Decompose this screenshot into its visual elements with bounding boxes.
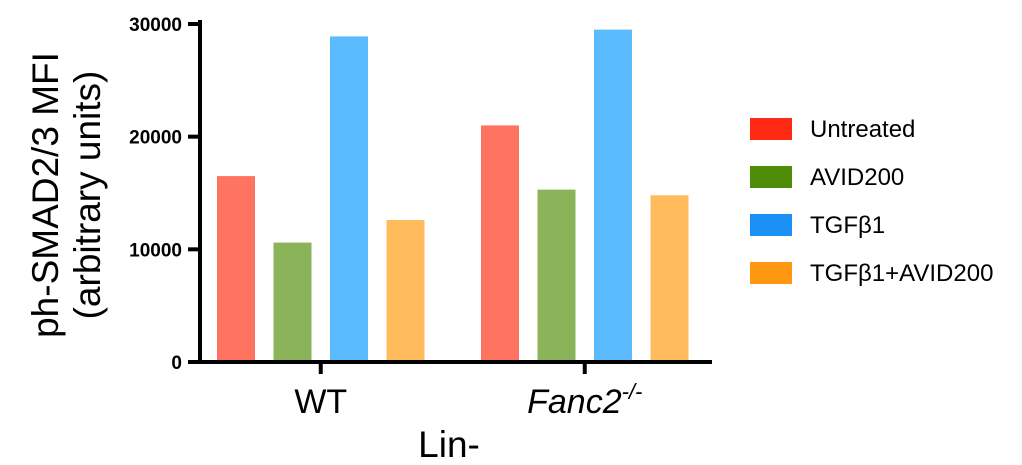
bar-AVID200-WT: [273, 242, 312, 362]
x-axis-title: Lin-: [418, 424, 480, 465]
legend-swatch: [750, 166, 792, 188]
bar-TGFβ1+AVID200-Fanc2: [650, 195, 689, 362]
x-category-label: WT: [294, 383, 347, 421]
y-axis-title: ph-SMAD2/3 MFI (arbitrary units): [25, 52, 108, 338]
legend: Untreated AVID200 TGFβ1 TGFβ1+AVID200: [750, 116, 993, 287]
x-category-label: Fanc2-/-: [527, 379, 642, 421]
bar-TGFβ1+AVID200-WT: [386, 220, 425, 362]
legend-swatch: [750, 214, 792, 236]
bar-AVID200-Fanc2: [537, 189, 576, 362]
y-tick-label: 0: [171, 353, 182, 374]
legend-label: Untreated: [810, 116, 915, 143]
bar-Untreated-WT: [217, 176, 255, 362]
legend-label: TGFβ1: [810, 212, 885, 239]
y-axis-title-line1: ph-SMAD2/3 MFI: [25, 52, 66, 338]
x-category-name: Fanc2: [527, 383, 622, 421]
legend-swatch: [750, 262, 792, 284]
y-ticks-group: 0 10000 20000 30000: [129, 15, 200, 374]
legend-label: AVID200: [810, 164, 904, 191]
x-category-labels: WT Fanc2-/-: [294, 362, 642, 421]
legend-label: TGFβ1+AVID200: [810, 260, 993, 287]
y-tick-label: 10000: [129, 240, 182, 261]
y-tick-label: 20000: [129, 128, 182, 149]
y-tick-label: 30000: [129, 15, 182, 36]
bar-Untreated-Fanc2: [481, 125, 519, 363]
y-axis-title-line2: (arbitrary units): [67, 71, 108, 320]
x-category-name: WT: [294, 383, 347, 421]
bars-group: [217, 29, 689, 363]
x-category-superscript: -/-: [622, 379, 643, 404]
bar-TGFβ1-WT: [330, 36, 368, 362]
bar-TGFβ1-Fanc2: [594, 29, 632, 363]
legend-swatch: [750, 118, 792, 140]
